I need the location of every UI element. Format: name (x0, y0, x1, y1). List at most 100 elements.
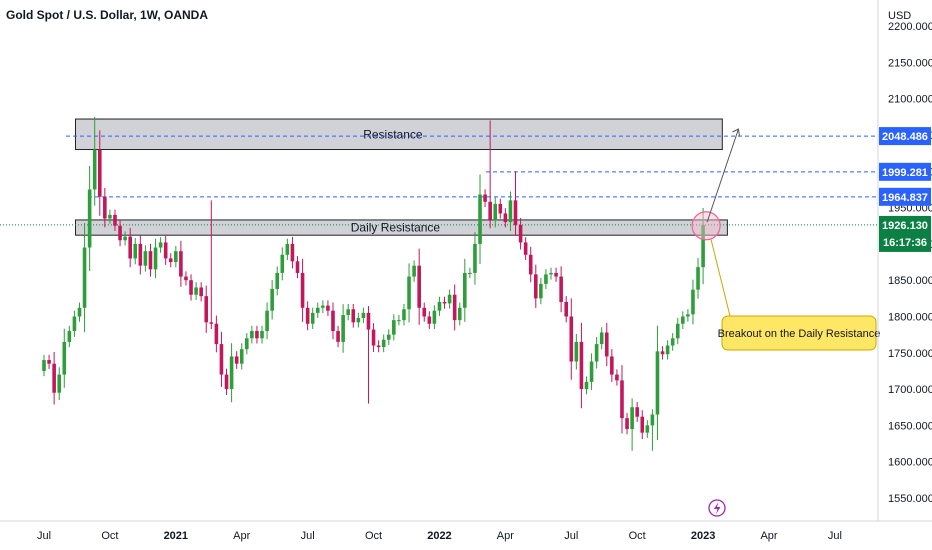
candle-body[interactable] (138, 243, 143, 266)
candle-body[interactable] (133, 243, 138, 259)
candle-body[interactable] (72, 316, 77, 332)
candle-body[interactable] (224, 374, 229, 390)
candle-body[interactable] (275, 272, 280, 289)
candle-body[interactable] (635, 407, 639, 417)
candle-body[interactable] (630, 407, 634, 430)
candle-body[interactable] (204, 296, 209, 323)
candle-body[interactable] (199, 287, 203, 297)
candle-body[interactable] (97, 149, 102, 197)
candle-body[interactable] (665, 345, 670, 355)
candle-body[interactable] (234, 356, 239, 364)
candle-body[interactable] (82, 247, 87, 308)
candle-body[interactable] (432, 310, 437, 324)
candle-body[interactable] (128, 236, 132, 259)
candle-body[interactable] (681, 316, 685, 324)
zone-1[interactable] (74, 219, 728, 236)
time-axis[interactable]: Jul Oct 2021 Apr Jul Oct 2022 Apr Jul Oct 2023 Apr J… (37, 530, 842, 542)
candle-body[interactable] (336, 331, 340, 342)
candle-body[interactable] (315, 307, 320, 313)
candle-body[interactable] (660, 351, 665, 355)
candle-body[interactable] (427, 316, 432, 324)
candle-body[interactable] (610, 356, 614, 375)
candle-body[interactable] (194, 287, 198, 295)
candle-body[interactable] (123, 236, 127, 241)
candle-body[interactable] (645, 425, 650, 433)
candle-body[interactable] (77, 307, 82, 317)
candle-body[interactable] (376, 345, 381, 347)
candle-body[interactable] (422, 307, 427, 317)
candle-body[interactable] (219, 344, 224, 375)
candle-body[interactable] (457, 307, 462, 321)
candle-body[interactable] (153, 247, 158, 270)
candle-body[interactable] (148, 251, 153, 270)
candle-body[interactable] (493, 203, 498, 221)
candle-body[interactable] (670, 338, 675, 346)
candle-body[interactable] (321, 305, 325, 308)
candle-body[interactable] (250, 331, 254, 339)
candle-body[interactable] (675, 323, 680, 339)
candle-body[interactable] (508, 200, 513, 223)
candle-body[interactable] (518, 225, 523, 243)
lightning-icon[interactable] (708, 499, 726, 517)
candle-body[interactable] (589, 361, 594, 382)
candle-body[interactable] (604, 332, 609, 357)
candle-body[interactable] (584, 381, 589, 390)
candle-body[interactable] (447, 294, 452, 304)
candle-body[interactable] (478, 194, 482, 244)
candle-body[interactable] (255, 331, 259, 339)
candle-body[interactable] (371, 329, 376, 346)
candle-body[interactable] (118, 225, 122, 241)
candle-body[interactable] (67, 331, 72, 342)
candle-body[interactable] (594, 344, 599, 362)
candle-body[interactable] (691, 289, 695, 315)
candle-body[interactable] (168, 258, 173, 263)
candle-body[interactable] (407, 276, 411, 310)
candle-body[interactable] (640, 416, 645, 433)
candle-body[interactable] (326, 305, 330, 311)
candle-body[interactable] (356, 317, 361, 323)
candle-body[interactable] (402, 309, 406, 321)
candle-body[interactable] (265, 310, 269, 332)
candle-body[interactable] (351, 309, 356, 323)
candle-body[interactable] (564, 301, 569, 317)
zone-0[interactable] (74, 118, 723, 151)
candle-body[interactable] (209, 322, 214, 324)
candle-body[interactable] (392, 320, 396, 335)
candle-body[interactable] (305, 307, 310, 324)
candle-body[interactable] (513, 200, 518, 226)
candle-body[interactable] (574, 341, 579, 362)
candle-body[interactable] (554, 272, 558, 277)
candle-body[interactable] (483, 194, 487, 202)
candle-body[interactable] (179, 251, 183, 277)
candle-body[interactable] (361, 312, 366, 318)
candle-body[interactable] (158, 242, 163, 248)
candle-body[interactable] (270, 288, 274, 311)
candle-body[interactable] (52, 363, 56, 393)
candle-body[interactable] (214, 323, 219, 345)
candle-body[interactable] (468, 272, 472, 274)
candle-body[interactable] (559, 276, 563, 302)
candle-body[interactable] (87, 189, 92, 248)
candle-body[interactable] (417, 265, 421, 308)
candle-body[interactable] (386, 334, 391, 340)
candle-body[interactable] (381, 339, 386, 347)
candle-body[interactable] (346, 309, 350, 316)
candle-body[interactable] (285, 243, 290, 255)
candle-body[interactable] (473, 243, 477, 273)
candle-body[interactable] (57, 374, 62, 393)
candle-body[interactable] (549, 272, 553, 275)
candle-body[interactable] (539, 283, 543, 299)
candle-body[interactable] (579, 341, 584, 390)
candle-body[interactable] (655, 351, 660, 415)
candle-body[interactable] (620, 380, 624, 419)
candle-body[interactable] (103, 196, 107, 219)
candle-body[interactable] (696, 267, 700, 290)
candle-body[interactable] (463, 272, 467, 308)
candle-body[interactable] (488, 201, 492, 221)
candle-body[interactable] (108, 214, 112, 219)
candle-body[interactable] (143, 251, 148, 266)
candle-body[interactable] (295, 261, 300, 273)
candle-body[interactable] (544, 274, 548, 284)
candle-body[interactable] (245, 338, 249, 350)
